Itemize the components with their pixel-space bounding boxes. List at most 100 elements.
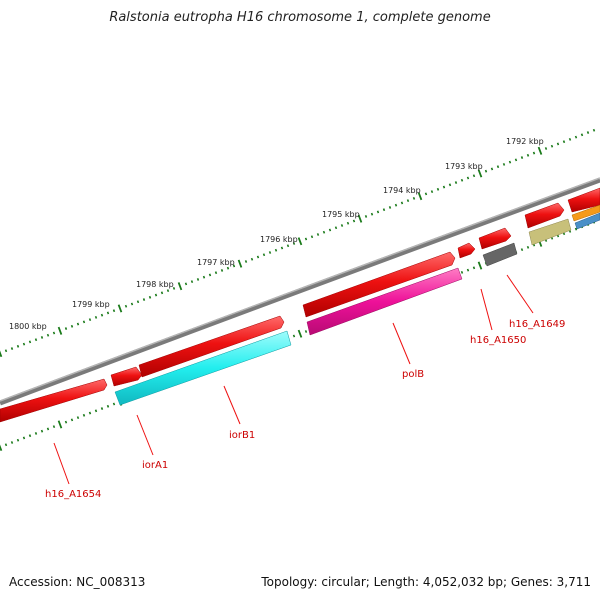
outer-scale-minor-tick [172, 286, 176, 290]
outer-scale-minor-tick [286, 244, 290, 248]
gene-orange[interactable] [571, 204, 600, 222]
inner-scale-minor-tick [28, 434, 32, 438]
outer-scale-minor-tick [64, 327, 68, 330]
outer-scale-minor-tick [544, 147, 548, 150]
outer-scale-minor-tick [40, 336, 44, 339]
gene-label-polB[interactable]: polB [402, 369, 424, 380]
outer-scale-minor-tick [580, 133, 584, 137]
outer-scale-minor-tick [460, 178, 464, 182]
outer-scale-minor-tick [250, 257, 254, 261]
inner-scale-minor-tick [46, 427, 50, 431]
outer-scale-major-tick [237, 259, 243, 268]
gene-label-h16-A1650[interactable]: h16_A1650 [470, 335, 526, 346]
chromosome-backbone-highlight [0, 177, 600, 402]
outer-scale-minor-tick [136, 300, 140, 304]
tick-label-1799: 1799 kbp [72, 300, 110, 309]
outer-scale-minor-tick [472, 174, 476, 178]
gene-blue[interactable] [574, 212, 600, 230]
gene-red-arrow-7[interactable] [567, 187, 600, 213]
outer-scale-minor-tick [94, 315, 98, 319]
gene-polB-forward-arrow[interactable] [302, 251, 456, 318]
outer-scale-minor-tick [448, 183, 452, 187]
outer-scale-minor-tick [184, 282, 188, 286]
gene-olive[interactable] [528, 218, 572, 246]
outer-scale-major-tick [57, 326, 63, 335]
outer-scale-minor-tick [466, 176, 470, 180]
gene-iorB1-forward-arrow[interactable] [138, 315, 285, 378]
inner-scale-minor-tick [40, 429, 44, 433]
gene-iorA1-arrow[interactable] [110, 366, 143, 387]
outer-scale-minor-tick [88, 318, 92, 322]
gene-label-h16-A1654[interactable]: h16_A1654 [45, 489, 101, 500]
outer-scale-minor-tick [154, 293, 158, 297]
inner-scale-minor-tick [472, 266, 476, 270]
outer-scale-major-tick [177, 282, 183, 291]
outer-scale-major-tick [537, 146, 543, 155]
accession-label: Accession: NC_008313 [9, 575, 146, 589]
gene-h16-A1649-arrow[interactable] [478, 227, 512, 250]
outer-scale-minor-tick [526, 153, 530, 157]
outer-scale-minor-tick [496, 165, 500, 169]
outer-scale-minor-tick [274, 248, 278, 252]
gene-label-iorB1[interactable]: iorB1 [229, 430, 255, 441]
outer-scale-minor-tick [4, 349, 8, 353]
gene-polB-pink[interactable] [306, 267, 463, 336]
inner-scale-minor-tick [112, 402, 116, 406]
label-leaders [53, 274, 534, 485]
inner-scale-minor-tick [466, 268, 470, 272]
outer-scale-major-tick [0, 350, 3, 358]
gene-iorB1-cyan[interactable] [114, 330, 292, 406]
outer-scale-minor-tick [106, 311, 110, 315]
leader-iorA1 [136, 414, 154, 456]
leader-h16-A1650 [480, 288, 493, 331]
outer-scale-minor-tick [316, 233, 320, 236]
outer-scale-minor-tick [406, 199, 410, 203]
gene-h16-A1654-arrow[interactable] [0, 378, 108, 423]
outer-scale-minor-tick [214, 271, 218, 275]
gene-h16-A1650-arrow[interactable] [457, 242, 476, 259]
outer-scale-minor-tick [244, 260, 248, 263]
forward-genes [0, 187, 600, 423]
outer-scale-ticks [0, 128, 596, 358]
outer-scale-minor-tick [322, 230, 326, 234]
outer-scale-major-tick [297, 237, 303, 246]
leader-h16-A1649 [506, 274, 534, 314]
outer-scale-minor-tick [34, 338, 38, 342]
gene-label-iorA1[interactable]: iorA1 [142, 460, 168, 471]
gene-red-arrow-6[interactable] [524, 202, 565, 229]
outer-scale-major-tick [357, 214, 363, 223]
inner-scale-minor-tick [82, 413, 86, 417]
inner-scale-minor-tick [22, 436, 26, 440]
inner-scale-minor-tick [88, 411, 92, 415]
gene-gray[interactable] [482, 242, 518, 267]
inner-scale-major-tick [57, 420, 63, 429]
outer-scale-minor-tick [568, 137, 572, 141]
leader-iorB1 [223, 385, 241, 425]
outer-scale-minor-tick [22, 342, 26, 346]
outer-scale-minor-tick [166, 289, 170, 293]
outer-scale-minor-tick [556, 142, 560, 146]
inner-scale-minor-tick [70, 418, 74, 422]
gene-label-h16-A1649[interactable]: h16_A1649 [509, 319, 565, 330]
outer-scale-minor-tick [490, 167, 494, 171]
inner-scale-minor-tick [520, 248, 524, 252]
outer-scale-minor-tick [280, 246, 284, 250]
outer-scale-minor-tick [46, 333, 50, 337]
outer-scale-minor-tick [76, 322, 80, 326]
outer-scale-minor-tick [376, 210, 380, 214]
tick-label-1795: 1795 kbp [322, 210, 360, 219]
chromosome-backbone [0, 177, 600, 406]
tick-label-1794: 1794 kbp [383, 186, 421, 195]
inner-scale-minor-tick [100, 407, 104, 410]
inner-scale-minor-tick [526, 245, 530, 249]
outer-scale-minor-tick [436, 187, 440, 191]
tick-label-1798: 1798 kbp [136, 280, 174, 289]
outer-scale-minor-tick [586, 131, 590, 134]
outer-scale-minor-tick [412, 196, 416, 200]
tick-label-1792: 1792 kbp [506, 137, 544, 146]
outer-scale-minor-tick [310, 235, 314, 239]
outer-scale-minor-tick [208, 273, 212, 277]
outer-scale-minor-tick [52, 331, 56, 335]
outer-scale-minor-tick [502, 162, 506, 166]
inner-scale-minor-tick [304, 330, 308, 333]
